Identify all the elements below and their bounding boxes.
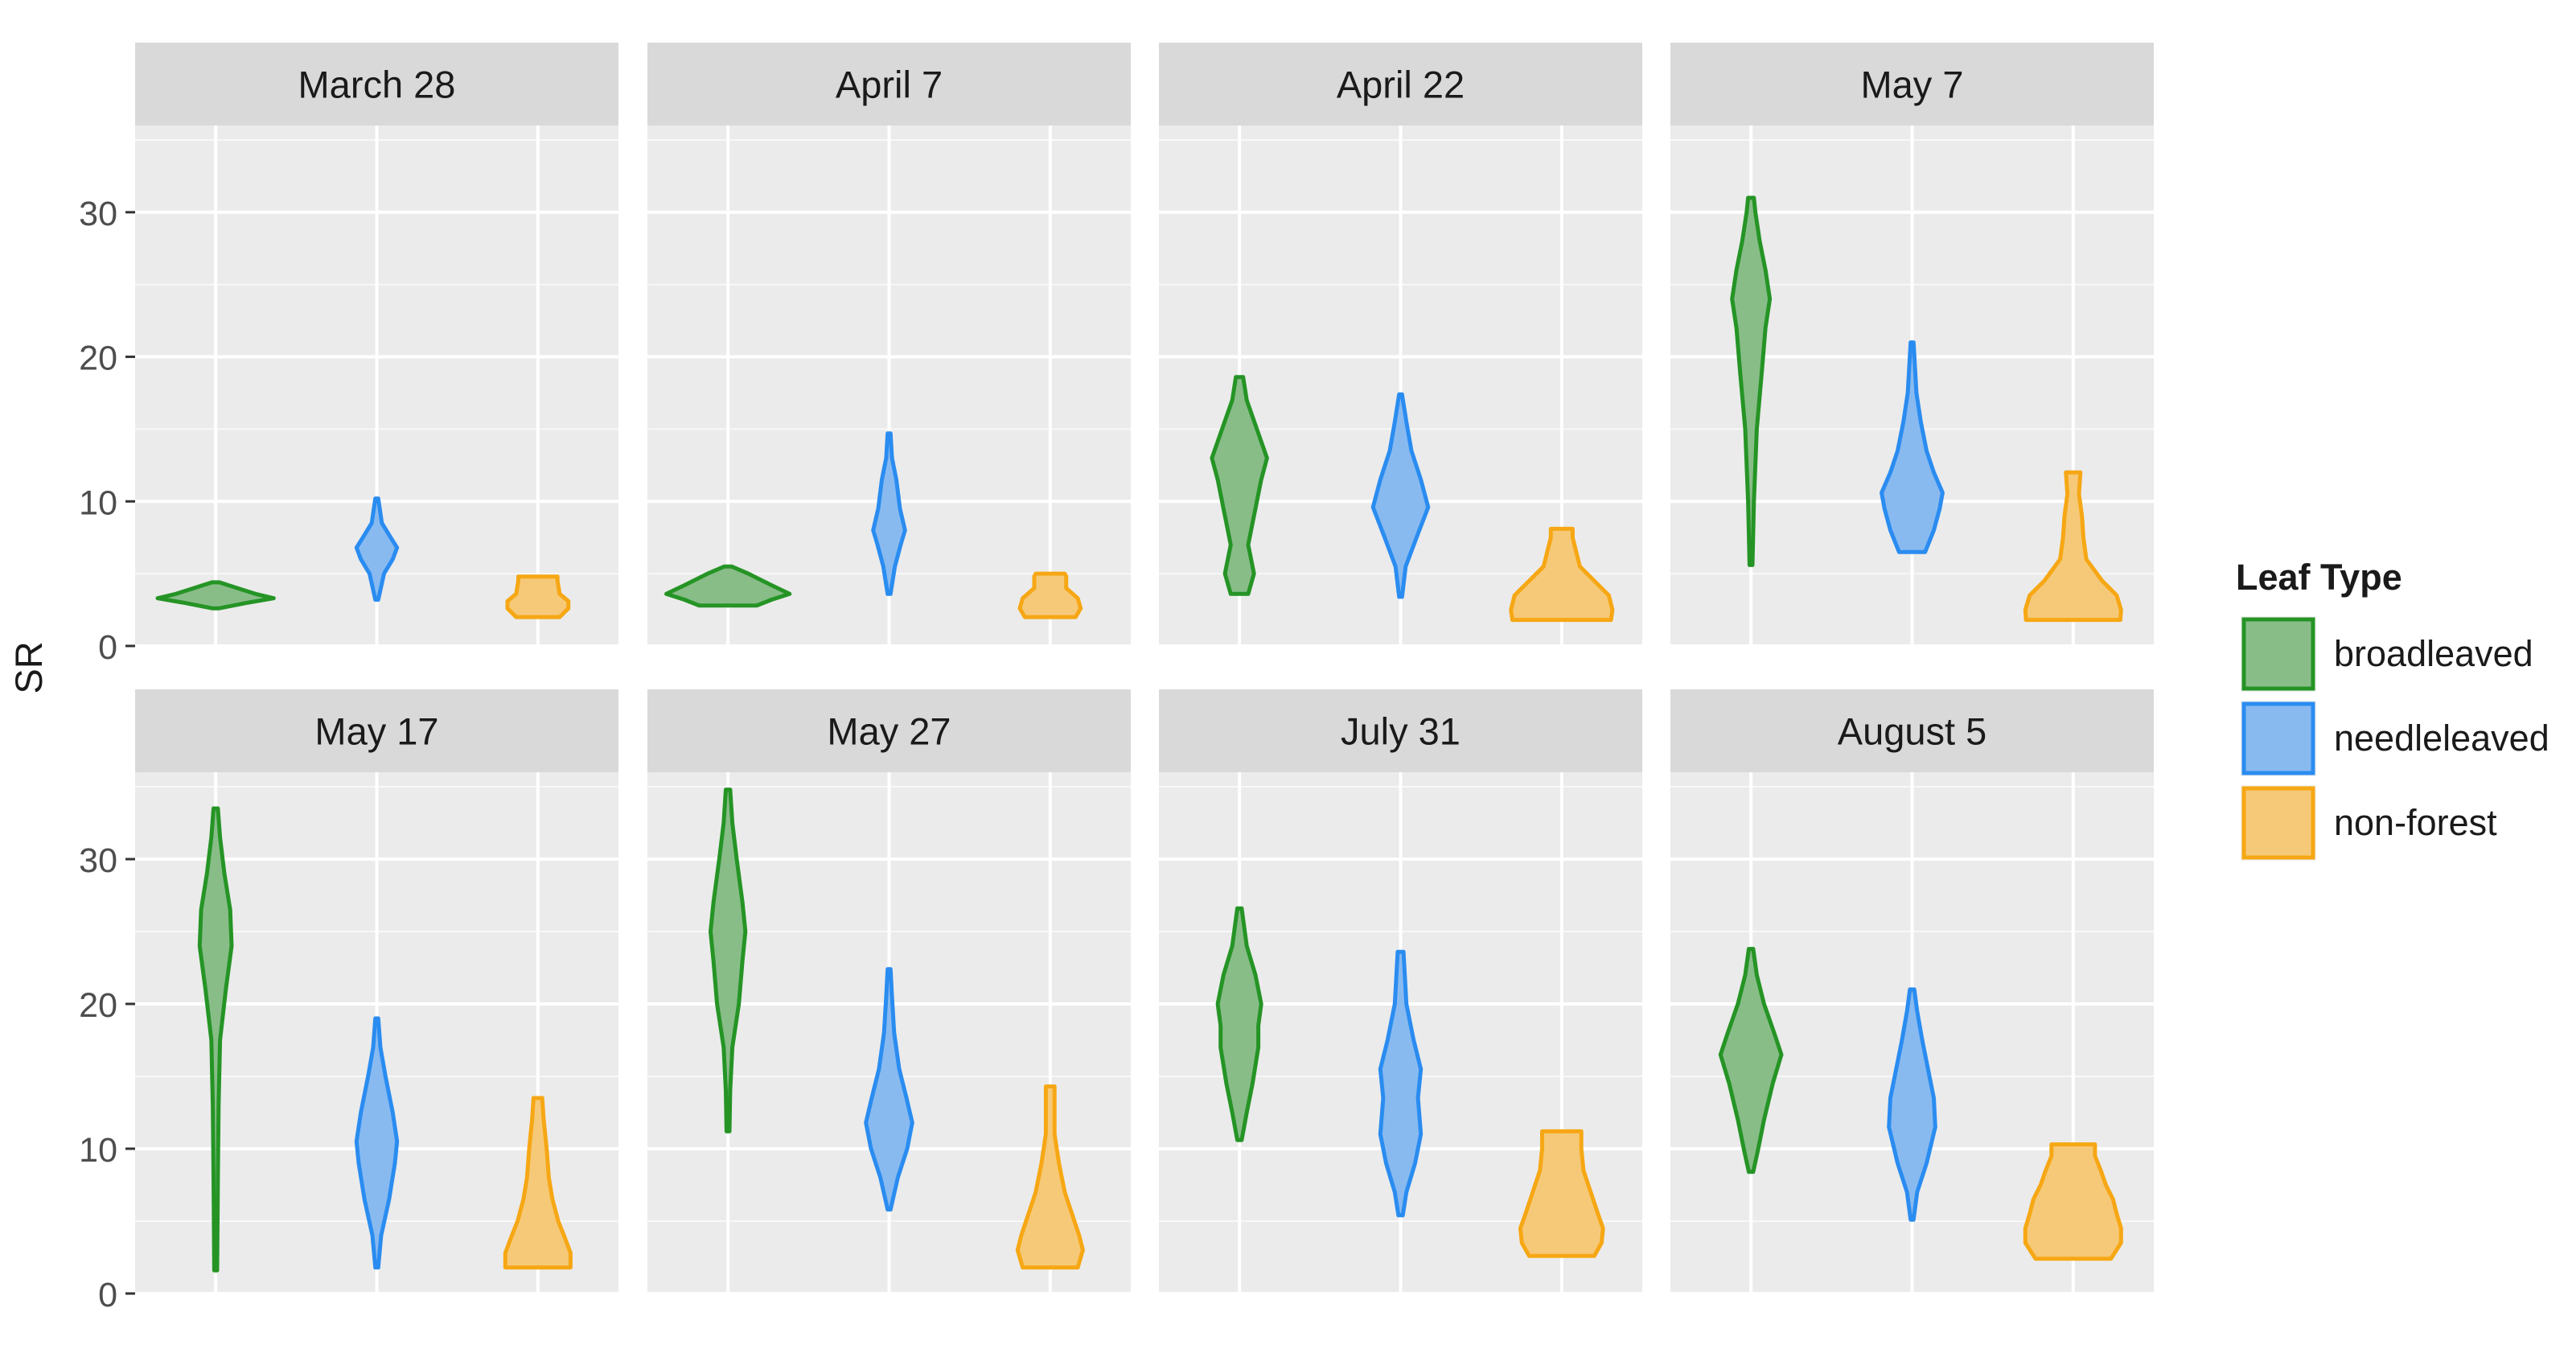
y-tick-label: 20 [79,986,117,1025]
y-tick-label: 20 [79,339,117,378]
panel-strip-august-5 [1670,689,2154,772]
legend-swatch-non-forest [2241,786,2315,860]
panel-title-march-28: March 28 [298,64,456,106]
y-tick-label: 10 [79,1131,117,1170]
y-tick-label: 30 [79,195,117,233]
violin-broadleaved-july-31 [1215,906,1263,1142]
violin-broadleaved-august-5 [1718,947,1784,1174]
violin-broadleaved-may-27 [709,788,748,1133]
violin-non-forest-may-27 [1015,1084,1085,1270]
violin-broadleaved-april-22 [1210,375,1269,596]
panel-strip-may-7 [1670,43,2154,125]
violin-non-forest-april-22 [1509,526,1615,623]
violin-non-forest-may-17 [503,1096,573,1270]
violin-needleleaved-july-31 [1378,949,1424,1218]
legend-swatch-broadleaved [2241,617,2315,691]
y-tick-label: 0 [98,628,117,667]
violin-broadleaved-april-7 [664,564,792,608]
violin-broadleaved-may-7 [1730,195,1773,567]
violin-needleleaved-may-27 [864,967,914,1212]
violin-broadleaved-may-17 [197,806,234,1273]
panel-strip-july-31 [1159,689,1642,772]
y-tick-label: 30 [79,841,117,880]
violin-needleleaved-may-17 [354,1016,400,1270]
violin-non-forest-april-7 [1017,571,1083,619]
violin-non-forest-july-31 [1518,1129,1605,1258]
violin-needleleaved-august-5 [1887,987,1937,1222]
panel-strip-may-17 [135,689,618,772]
panel-strip-april-22 [1159,43,1642,125]
panel-strip-may-27 [647,689,1131,772]
violin-non-forest-march-28 [505,574,571,619]
panel-title-may-17: May 17 [314,710,438,753]
violin-needleleaved-may-7 [1880,340,1945,554]
panel-strip-march-28 [135,43,618,125]
panel-title-april-22: April 22 [1337,64,1465,106]
panel-title-july-31: July 31 [1341,710,1461,753]
panel-strip-april-7 [647,43,1131,125]
y-axis-title: SR [7,641,50,693]
violin-needleleaved-april-22 [1370,392,1431,599]
legend-label-non-forest: non-forest [2334,802,2497,843]
legend-label-needleleaved: needleleaved [2334,718,2549,759]
panel-title-april-7: April 7 [836,64,943,106]
violin-needleleaved-april-7 [871,431,907,596]
y-tick-label: 0 [98,1276,117,1314]
panel-title-august-5: August 5 [1838,710,1987,753]
legend-title: Leaf Type [2236,557,2402,598]
violin-non-forest-august-5 [2023,1142,2123,1261]
violin-non-forest-may-7 [2023,470,2123,623]
violin-needleleaved-march-28 [354,496,400,602]
panel-title-may-27: May 27 [827,710,951,753]
panel-title-may-7: May 7 [1861,64,1964,106]
legend-label-broadleaved: broadleaved [2334,633,2533,674]
y-tick-label: 10 [79,483,117,522]
violin-broadleaved-march-28 [155,580,276,611]
legend-swatch-needleleaved [2241,701,2315,775]
